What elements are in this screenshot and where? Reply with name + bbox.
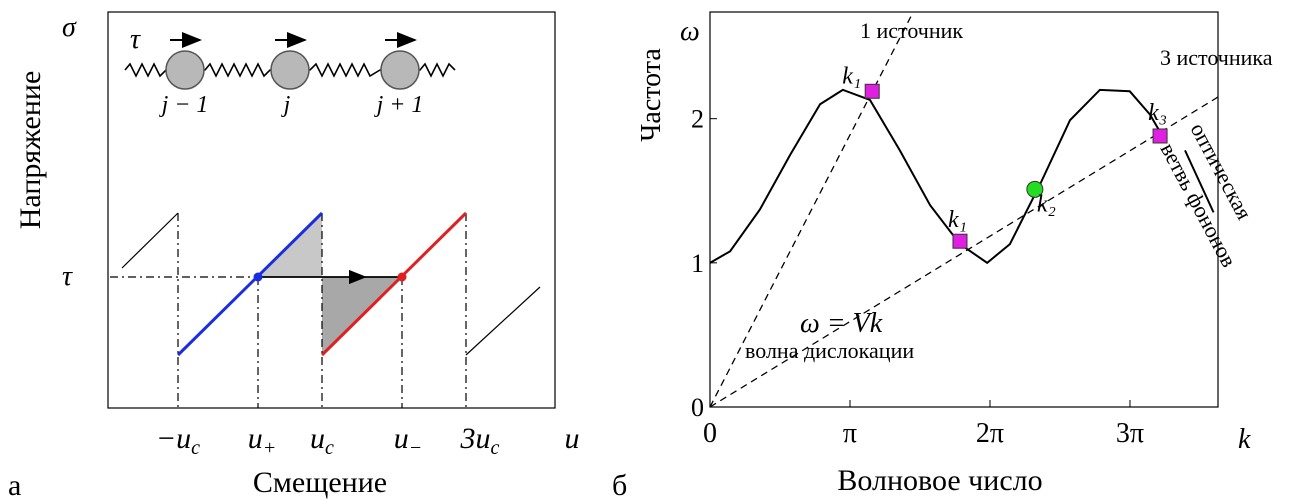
- annotation: 3 источника: [1160, 45, 1273, 70]
- marker: [1152, 128, 1168, 144]
- tau-top: τ: [130, 24, 141, 55]
- x-tick-label: 3π: [1116, 418, 1144, 449]
- x-label-base: u: [248, 422, 263, 455]
- panel-a: Напряжение σ τ τ j − 1 j j + 1: [8, 11, 580, 501]
- x-title: Смещение: [253, 466, 387, 499]
- marker-label: k₁: [842, 63, 861, 89]
- marker-label: k₃: [1148, 100, 1167, 126]
- x-label-base: u: [310, 422, 325, 455]
- y-tick-label: 2: [691, 105, 704, 134]
- x-tick-label: 0: [703, 418, 717, 449]
- x-label: u−: [394, 422, 423, 459]
- branch: [465, 286, 541, 356]
- point: [253, 272, 263, 282]
- masses: [165, 50, 420, 90]
- sigma: σ: [62, 12, 77, 43]
- x-label-sub: +: [263, 437, 277, 459]
- plot-frame: [709, 11, 1219, 408]
- marker: [864, 83, 880, 99]
- x-label: u+: [248, 422, 277, 459]
- frame: [107, 11, 556, 409]
- marker: [1026, 180, 1044, 198]
- y-symbol: ω: [680, 16, 700, 47]
- branch: [176, 211, 324, 357]
- x-symbol: u: [565, 422, 580, 455]
- x-label-sub: c: [191, 437, 200, 459]
- y-label: Напряжение: [14, 71, 47, 230]
- ray: [709, 96, 1219, 408]
- branch: [320, 211, 468, 357]
- y-tick-label: 1: [691, 249, 704, 278]
- site-label: j − 1: [159, 92, 209, 118]
- x-label: Волновое число: [837, 464, 1042, 497]
- panel-b: Частота ω k Волновое число б 1 источник …: [612, 11, 1273, 501]
- ray: [709, 11, 914, 408]
- x-tick-label: 2π: [976, 418, 1004, 449]
- annotation: ω = Vk: [800, 308, 883, 339]
- x-label: 3uc: [460, 422, 500, 459]
- site-label: j + 1: [374, 92, 424, 118]
- x-tick-label: π: [843, 418, 857, 449]
- marker-label: k₂: [1037, 191, 1056, 217]
- x-label: uc: [310, 422, 334, 459]
- x-label-sub: c: [325, 437, 334, 459]
- y-tick-label: 0: [691, 393, 704, 422]
- branch: [121, 212, 179, 269]
- curve: [1184, 149, 1215, 213]
- annotation: 1 источник: [860, 18, 963, 43]
- x-label-base: 3u: [460, 422, 491, 455]
- point: [397, 272, 407, 282]
- marker: [952, 233, 968, 249]
- x-label-sub: −: [409, 437, 423, 459]
- x-label-sub: c: [491, 437, 500, 459]
- x-symbol: k: [1238, 424, 1251, 455]
- tau-axis: τ: [62, 261, 73, 292]
- x-label-base: −u: [156, 422, 191, 455]
- x-label-base: u: [394, 422, 409, 455]
- marker-label: k₁: [948, 207, 967, 233]
- panel-letter: б: [612, 469, 627, 501]
- y-label: Частота: [636, 48, 667, 142]
- site-label: j: [281, 92, 291, 118]
- annotation: волна дислокации: [745, 338, 914, 363]
- curve: [709, 88, 1166, 265]
- x-label: −uc: [156, 422, 200, 459]
- guides: [110, 213, 467, 408]
- panel-letter: а: [8, 469, 21, 501]
